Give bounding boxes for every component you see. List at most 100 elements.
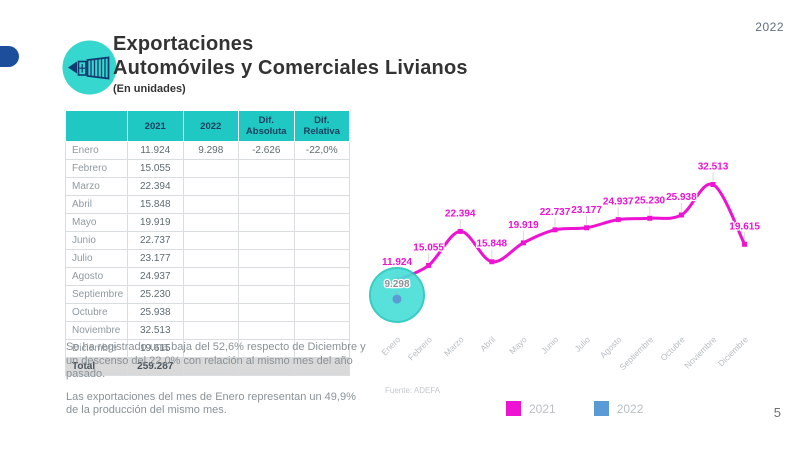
accent-pill xyxy=(0,46,19,67)
exports-table: 2021 2022 Dif. Absoluta Dif. Relativa Enero… xyxy=(65,110,350,376)
series-2021-marker xyxy=(678,212,684,218)
series-2021-marker xyxy=(647,215,653,221)
table-cell xyxy=(293,231,350,250)
data-label: 22.737 xyxy=(540,207,571,218)
series-2021-marker xyxy=(457,228,463,234)
table-cell: 259.287 xyxy=(127,357,184,376)
series-2021-marker xyxy=(520,240,526,246)
table-cell: Agosto xyxy=(65,267,128,286)
note-paragraph-2: Las exportaciones del mes de Enero repre… xyxy=(66,390,356,417)
x-axis-label: Agosto xyxy=(598,334,624,360)
table-cell xyxy=(182,159,239,178)
table-column-header: Dif. Absoluta xyxy=(238,110,295,142)
table-cell: Enero xyxy=(65,141,128,160)
table-cell: Febrero xyxy=(65,159,128,178)
data-label: 9.298 xyxy=(384,279,409,290)
data-label: 19.615 xyxy=(729,221,760,232)
x-axis-label: Julio xyxy=(573,334,593,354)
table-cell xyxy=(293,267,350,286)
table-row: Abril 15.848 xyxy=(65,195,350,214)
x-axis-label: Junio xyxy=(539,334,561,356)
table-row: Agosto 24.937 xyxy=(65,267,350,286)
table-cell: 22.394 xyxy=(127,177,184,196)
data-label: 22.394 xyxy=(445,208,476,219)
table-row: Julio 23.177 xyxy=(65,249,350,268)
table-cell xyxy=(182,339,239,358)
table-cell xyxy=(293,303,350,322)
data-label: 19.919 xyxy=(508,220,539,231)
table-cell xyxy=(293,285,350,304)
legend-swatch-2022 xyxy=(593,401,609,416)
x-axis-label: Noviembre xyxy=(682,334,718,370)
table-cell: Julio xyxy=(65,249,128,268)
table-cell: Octubre xyxy=(65,303,128,322)
table-cell xyxy=(293,357,350,376)
exports-table-header: 2021 2022 Dif. Absoluta Dif. Relativa xyxy=(65,110,350,142)
table-cell xyxy=(182,285,239,304)
table-cell: Noviembre xyxy=(65,321,128,340)
legend-item-2021: 2021 xyxy=(506,401,556,416)
table-cell xyxy=(293,321,350,340)
table-cell xyxy=(238,177,295,196)
table-row: Marzo 22.394 xyxy=(65,177,350,196)
legend-item-2022: 2022 xyxy=(593,401,644,416)
series-2021-marker xyxy=(710,182,716,188)
table-cell: 15.848 xyxy=(127,195,184,214)
data-label: 32.513 xyxy=(698,162,729,173)
table-cell: 25.230 xyxy=(127,285,184,304)
table-cell: 25.938 xyxy=(127,303,184,322)
table-row: Mayo 19.919 xyxy=(65,213,350,232)
chart-source: Fuente: ADEFA xyxy=(385,386,441,395)
x-axis-label: Septiembre xyxy=(617,334,655,372)
table-cell xyxy=(238,249,295,268)
table-cell: -2.626 xyxy=(238,141,295,160)
table-cell xyxy=(182,303,239,322)
table-cell xyxy=(182,249,239,268)
table-cell: Total xyxy=(65,357,128,376)
table-cell xyxy=(238,195,295,214)
legend-label-2022: 2022 xyxy=(616,401,644,416)
table-row: Junio 22.737 xyxy=(65,231,350,250)
table-row: Noviembre 32.513 xyxy=(65,321,350,340)
table-cell xyxy=(182,267,239,286)
table-cell xyxy=(238,231,295,250)
table-column-header xyxy=(65,110,128,142)
table-cell: 24.937 xyxy=(127,267,184,286)
table-cell xyxy=(238,339,295,358)
table-cell: Marzo xyxy=(65,177,128,196)
series-2021-marker xyxy=(742,241,748,247)
title-line-2: Automóviles y Comerciales Livianos xyxy=(113,57,468,79)
table-cell: 32.513 xyxy=(127,321,184,340)
series-2021-marker xyxy=(615,217,621,223)
table-row: Enero 11.924 9.298 -2.626 -22,0% xyxy=(65,141,350,160)
table-cell xyxy=(182,231,239,250)
table-cell xyxy=(238,357,295,376)
table-cell xyxy=(182,195,239,214)
x-axis-label: Octubre xyxy=(658,334,687,363)
table-cell: 11.924 xyxy=(127,141,184,160)
series-2021-marker xyxy=(552,227,558,233)
table-column-header: Dif. Relativa xyxy=(293,110,350,142)
data-label: 25.938 xyxy=(666,192,697,203)
table-cell xyxy=(293,177,350,196)
x-axis-label: Enero xyxy=(379,334,402,357)
table-cell xyxy=(182,321,239,340)
x-axis-label: Diciembre xyxy=(716,334,750,368)
table-cell xyxy=(238,285,295,304)
data-label: 15.055 xyxy=(413,242,444,253)
series-2021-marker xyxy=(489,259,495,265)
table-cell xyxy=(293,195,350,214)
series-2021-marker xyxy=(584,225,590,231)
table-cell xyxy=(238,267,295,286)
table-cell xyxy=(182,213,239,232)
table-cell: 19.919 xyxy=(127,213,184,232)
table-cell: 19.615 xyxy=(127,339,184,358)
table-cell: Mayo xyxy=(65,213,128,232)
note-paragraph-1: Se ha registrado una baja del 52,6% resp… xyxy=(66,341,366,380)
x-axis-label: Abril xyxy=(478,334,497,353)
x-axis-label: Mayo xyxy=(507,334,529,356)
table-cell xyxy=(238,321,295,340)
data-label: 15.848 xyxy=(477,239,508,250)
series-2022-marker xyxy=(392,294,402,304)
table-cell xyxy=(293,249,350,268)
